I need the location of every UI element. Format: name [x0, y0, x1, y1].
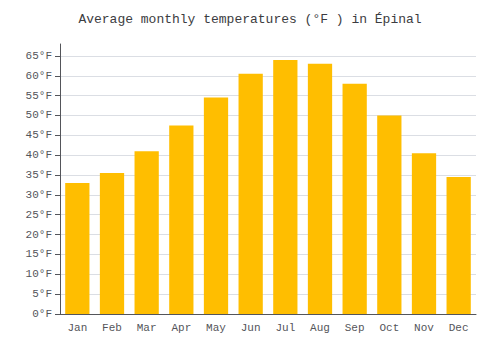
- svg-text:35°F: 35°F: [26, 169, 52, 181]
- svg-text:Mar: Mar: [137, 322, 157, 334]
- svg-text:May: May: [206, 322, 226, 334]
- svg-text:Jan: Jan: [67, 322, 87, 334]
- svg-text:Feb: Feb: [102, 322, 122, 334]
- svg-text:55°F: 55°F: [26, 90, 52, 102]
- svg-text:Average monthly temperatures (: Average monthly temperatures (°F ) in Ép…: [78, 12, 421, 27]
- svg-text:15°F: 15°F: [26, 248, 52, 260]
- svg-text:45°F: 45°F: [26, 129, 52, 141]
- svg-text:60°F: 60°F: [26, 70, 52, 82]
- svg-text:Jun: Jun: [241, 322, 261, 334]
- svg-text:30°F: 30°F: [26, 189, 52, 201]
- svg-text:Sep: Sep: [345, 322, 365, 334]
- svg-text:65°F: 65°F: [26, 50, 52, 62]
- svg-text:Apr: Apr: [171, 322, 191, 334]
- svg-text:20°F: 20°F: [26, 229, 52, 241]
- svg-text:10°F: 10°F: [26, 268, 52, 280]
- svg-text:Nov: Nov: [414, 322, 434, 334]
- svg-text:Dec: Dec: [449, 322, 469, 334]
- svg-text:Oct: Oct: [379, 322, 399, 334]
- svg-text:40°F: 40°F: [26, 149, 52, 161]
- svg-text:0°F: 0°F: [32, 308, 52, 320]
- svg-text:50°F: 50°F: [26, 109, 52, 121]
- svg-text:5°F: 5°F: [32, 288, 52, 300]
- svg-text:Aug: Aug: [310, 322, 330, 334]
- svg-text:25°F: 25°F: [26, 209, 52, 221]
- svg-text:Jul: Jul: [275, 322, 295, 334]
